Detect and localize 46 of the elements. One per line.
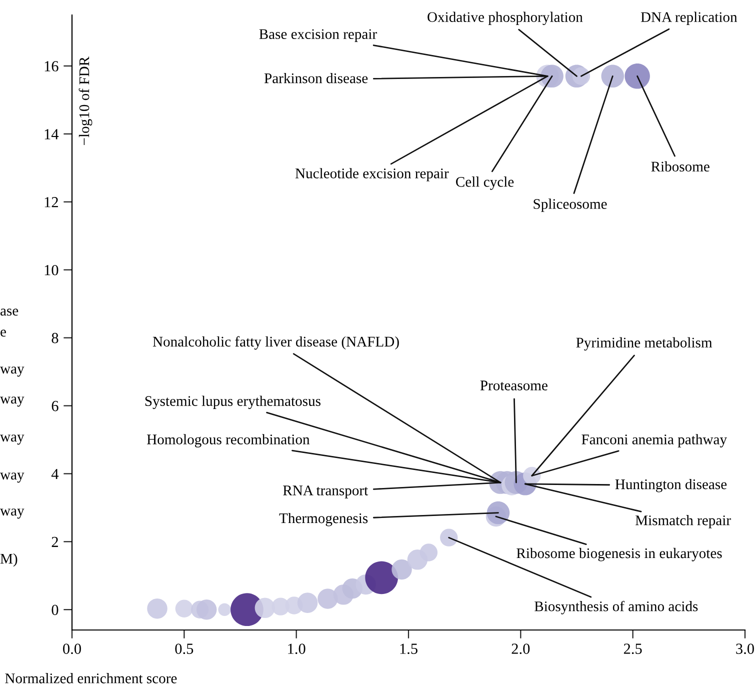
annotation: Thermogenesis xyxy=(279,512,368,526)
y-tick-label: 8 xyxy=(52,332,58,344)
y-tick-label: 14 xyxy=(44,129,59,140)
annotation: Pyrimidine metabolism xyxy=(576,337,712,351)
annotation: Biosynthesis of amino acids xyxy=(534,600,698,614)
y-tick-label: 10 xyxy=(44,264,58,276)
annotation: Base excision repair xyxy=(259,29,377,42)
text: way xyxy=(0,396,24,407)
annotation: Oxidative phosphorylation xyxy=(428,12,583,26)
annotation: Parkinson disease xyxy=(264,72,368,84)
annotation: Ribosome xyxy=(651,161,710,172)
annotation: Spliceosome xyxy=(534,198,607,212)
annotation: RNA transport xyxy=(283,486,368,498)
x-tick-label: 3.0 xyxy=(736,644,754,654)
x-tick-label: 2.5 xyxy=(624,644,642,654)
annotation: Systemic lupus erythematosus xyxy=(145,396,320,409)
y-tick-label: 16 xyxy=(44,61,58,72)
text: M) xyxy=(0,553,18,567)
y-tick-label: 0 xyxy=(52,604,58,616)
annotation: Nucleotide excision repair xyxy=(295,168,449,182)
annotation: Mismatch repair xyxy=(635,515,731,528)
y-tick-label: 6 xyxy=(52,400,58,412)
y-tick-label: 2 xyxy=(52,536,58,547)
annotation: Homologous recombination xyxy=(146,434,310,448)
text: way xyxy=(0,434,24,445)
annotation: Huntington disease xyxy=(615,478,727,492)
x-tick-label: 0.0 xyxy=(63,644,81,654)
x-tick-label: 0.5 xyxy=(175,644,194,654)
text: way xyxy=(0,366,24,377)
text: e xyxy=(0,330,6,337)
x-tick-label: 2.0 xyxy=(512,644,530,654)
y-tick-label: 4 xyxy=(51,468,59,479)
annotation: DNA replication xyxy=(640,12,738,26)
annotation: Fanconi anemia pathway xyxy=(582,434,727,448)
text: way xyxy=(0,472,24,483)
y-tick-label: 12 xyxy=(44,197,58,208)
y-axis-title: −log10 of FDR xyxy=(78,56,92,145)
annotation: Nonalcoholic fatty liver disease (NAFLD) xyxy=(152,336,399,350)
annotation: Proteasome xyxy=(480,380,548,390)
annotation: Cell cycle xyxy=(456,176,514,190)
x-tick-label: 1.0 xyxy=(288,644,306,654)
text: ase xyxy=(0,308,18,316)
text: way xyxy=(0,508,24,519)
x-tick-label: 1.5 xyxy=(400,644,418,654)
annotation: Ribosome biogenesis in eukaryotes xyxy=(516,548,722,562)
x-axis-title: Normalized enrichment score xyxy=(5,673,177,684)
